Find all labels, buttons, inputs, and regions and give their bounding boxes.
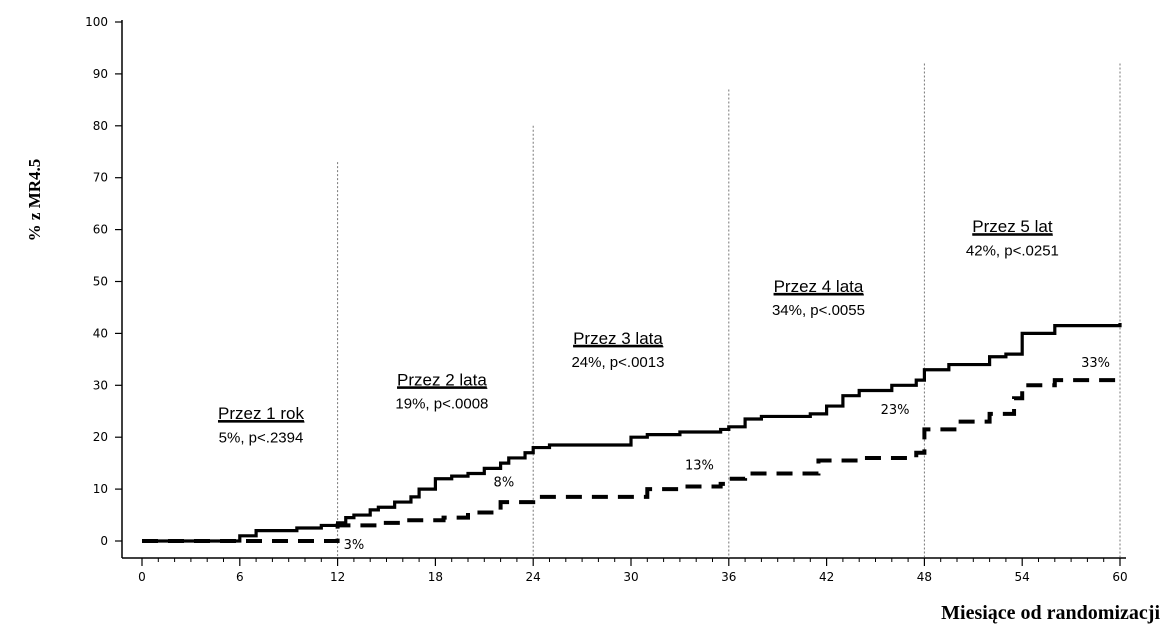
y-tick-label: 50 — [93, 275, 108, 289]
y-tick-label: 30 — [93, 378, 108, 392]
x-axis-title: Miesiące od randomizacji — [941, 602, 1160, 624]
x-tick-label: 54 — [1015, 570, 1030, 584]
annotation-subtitle: 24%, p<.0013 — [571, 354, 664, 371]
annotation-title: Przez 2 lata — [397, 370, 487, 389]
annotation-title: Przez 4 lata — [774, 277, 864, 296]
x-tick-label: 30 — [623, 570, 638, 584]
series-line-solid — [142, 323, 1122, 543]
x-tick-label: 42 — [819, 570, 834, 584]
y-tick-label: 40 — [93, 326, 108, 340]
y-tick-label: 60 — [93, 223, 108, 237]
y-tick-label: 10 — [93, 482, 108, 496]
annotation-title: Przez 1 rok — [218, 404, 304, 423]
point-label: 33% — [1081, 356, 1110, 371]
y-tick-label: 100 — [85, 15, 108, 29]
x-tick-label: 48 — [917, 570, 932, 584]
annotation-title: Przez 3 lata — [573, 329, 663, 348]
annotation-subtitle: 34%, p<.0055 — [772, 302, 865, 319]
x-tick-label: 0 — [138, 570, 146, 584]
point-label: 13% — [685, 458, 714, 473]
x-tick-label: 60 — [1112, 570, 1127, 584]
annotation-subtitle: 19%, p<.0008 — [395, 396, 488, 413]
annotation-subtitle: 42%, p<.0251 — [966, 243, 1059, 260]
annotation-subtitle: 5%, p<.2394 — [219, 429, 304, 446]
x-tick-label: 18 — [428, 570, 443, 584]
y-tick-label: 90 — [93, 67, 108, 81]
point-label: 3% — [344, 538, 365, 553]
x-tick-label: 6 — [236, 570, 244, 584]
y-tick-label: 20 — [93, 430, 108, 444]
x-tick-label: 24 — [526, 570, 541, 584]
point-label: 8% — [494, 476, 515, 491]
y-tick-label: 0 — [100, 534, 108, 548]
annotation-title: Przez 5 lat — [972, 217, 1053, 236]
x-tick-label: 12 — [330, 570, 345, 584]
y-axis-title: % z MR4.5 — [25, 159, 44, 242]
point-label: 23% — [881, 403, 910, 418]
y-tick-label: 80 — [93, 119, 108, 133]
x-tick-label: 36 — [721, 570, 736, 584]
y-tick-label: 70 — [93, 171, 108, 185]
plot-area: 0 10 20 30 40 50 60 70 80 90 100 0 6 12 18 24 30 36 42 48 54… — [85, 15, 1128, 584]
series-line-dashed — [142, 377, 1122, 543]
